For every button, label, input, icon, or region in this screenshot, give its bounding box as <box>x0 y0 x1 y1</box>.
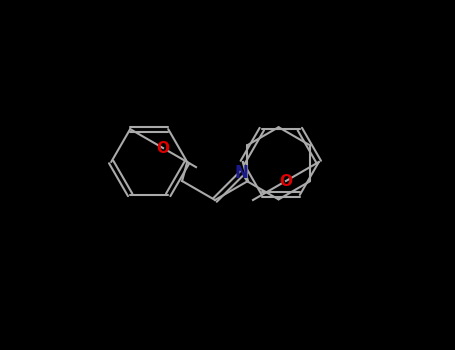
Text: O: O <box>157 141 170 156</box>
Text: N: N <box>235 164 249 182</box>
Text: O: O <box>279 174 293 189</box>
